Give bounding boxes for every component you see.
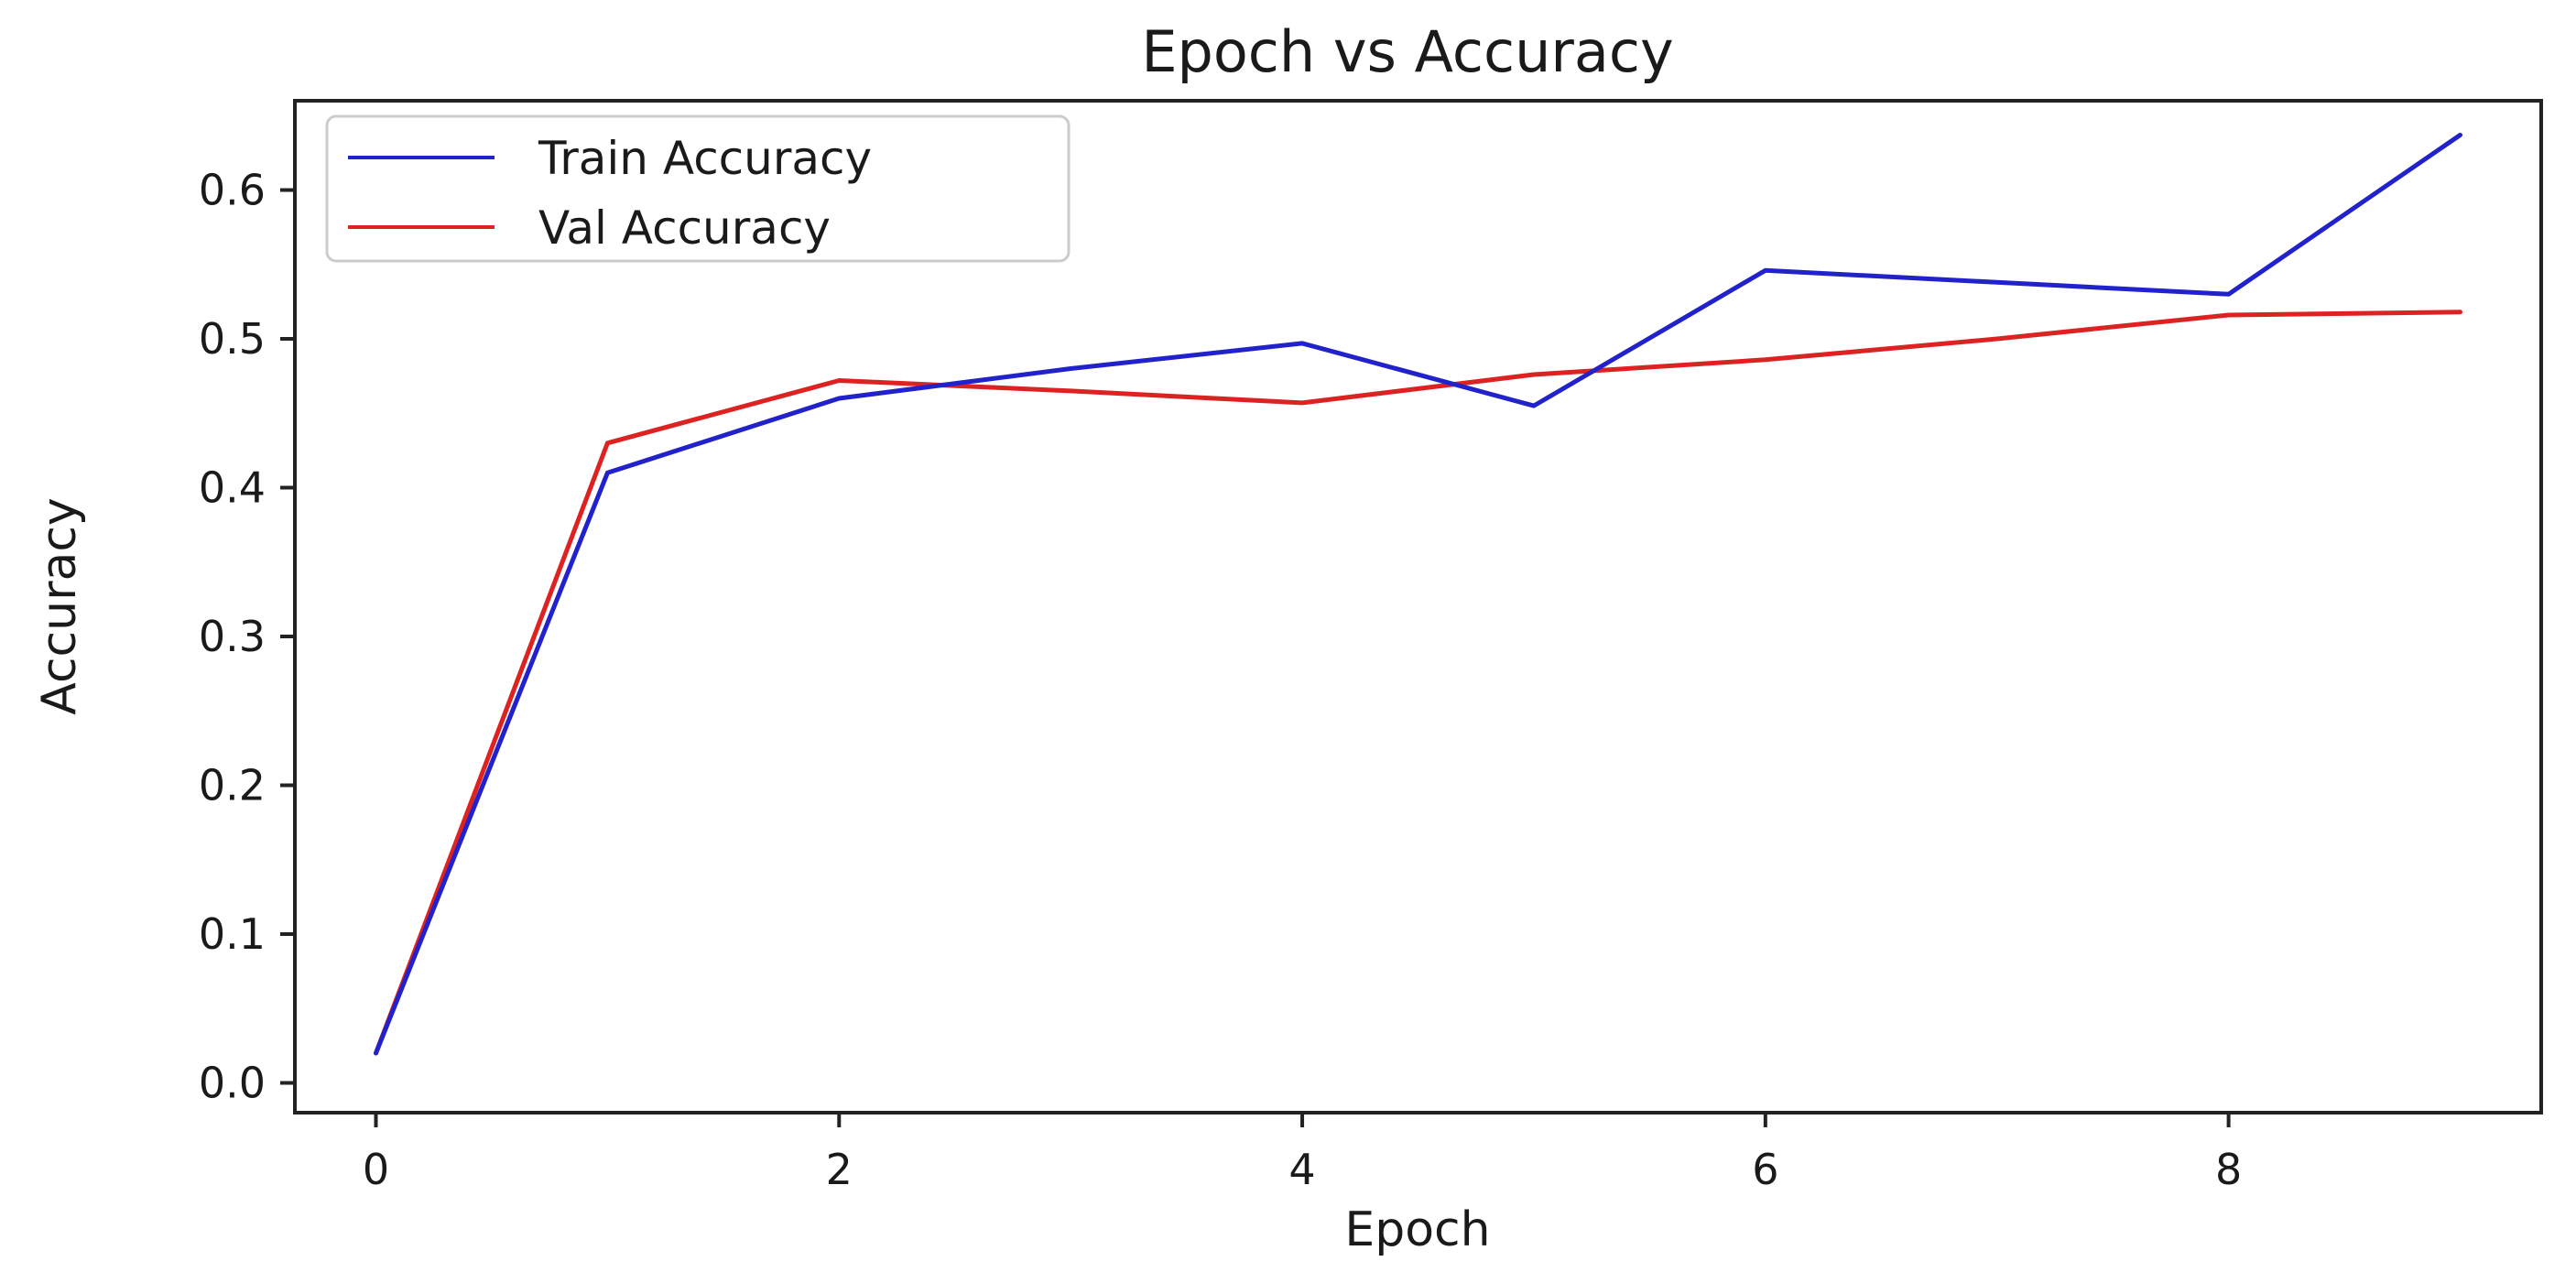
y-tick-label: 0.1: [199, 909, 266, 959]
plot-area: [293, 99, 2543, 1114]
y-tick-label: 0.4: [199, 463, 266, 513]
x-tick-label: 2: [826, 1145, 853, 1194]
legend-train-label: Train Accuracy: [538, 132, 872, 185]
y-axis-label: Accuracy: [32, 497, 87, 714]
x-axis-label: Epoch: [1344, 1202, 1490, 1257]
chart-title: Epoch vs Accuracy: [1141, 18, 1673, 85]
x-tick-label: 6: [1752, 1145, 1778, 1194]
y-axis: 0.0 0.1 0.2 0.3 0.4 0.5 0.6: [199, 166, 295, 1108]
x-tick-label: 4: [1288, 1145, 1315, 1194]
x-tick-label: 0: [363, 1145, 389, 1194]
legend: Train Accuracy Val Accuracy: [325, 114, 1071, 263]
y-tick-label: 0.3: [199, 612, 266, 661]
y-tick-label: 0.5: [199, 314, 266, 364]
series-lines: [374, 132, 2462, 1056]
legend-val-label: Val Accuracy: [538, 201, 831, 255]
x-axis: 0 2 4 6 8: [363, 1113, 2242, 1194]
y-tick-label: 0.2: [199, 761, 266, 810]
val-accuracy-line: [374, 310, 2462, 1056]
y-tick-label: 0.0: [199, 1059, 266, 1108]
train-accuracy-line: [374, 132, 2462, 1056]
axes-frame: [293, 99, 2543, 1114]
y-tick-label: 0.6: [199, 166, 266, 215]
x-tick-label: 8: [2215, 1145, 2242, 1194]
legend-box: [325, 114, 1071, 263]
